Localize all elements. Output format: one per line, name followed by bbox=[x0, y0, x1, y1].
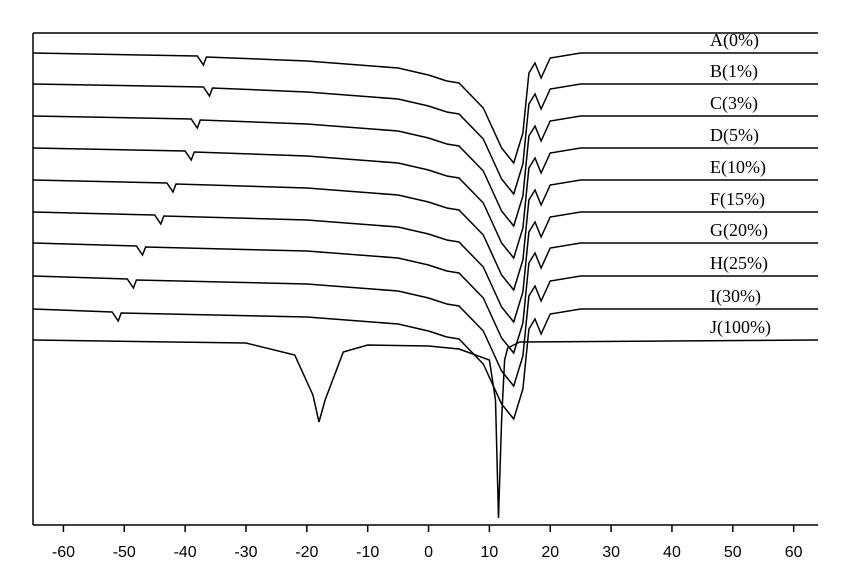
series-line bbox=[32, 211, 818, 324]
series-line bbox=[32, 147, 818, 260]
x-tick-label: 10 bbox=[480, 544, 498, 561]
x-tick-label: -40 bbox=[174, 544, 197, 561]
x-tick-label: 20 bbox=[541, 544, 559, 561]
series-label: F(15%) bbox=[710, 189, 765, 210]
series-label: D(5%) bbox=[710, 125, 759, 146]
x-tick-label: -10 bbox=[356, 544, 379, 561]
series-line bbox=[32, 52, 818, 165]
x-tick-label: 40 bbox=[663, 544, 681, 561]
x-tick-label: 0 bbox=[424, 544, 433, 561]
series-label: J(100%) bbox=[710, 317, 771, 338]
x-tick-label: -20 bbox=[295, 544, 318, 561]
series-label: B(1%) bbox=[710, 61, 758, 82]
series-line bbox=[32, 275, 818, 388]
series-line bbox=[32, 242, 818, 355]
x-tick-label: 30 bbox=[602, 544, 620, 561]
series-label: A(0%) bbox=[710, 30, 759, 51]
series-label: H(25%) bbox=[710, 253, 768, 274]
x-tick-label: -30 bbox=[234, 544, 257, 561]
series-line bbox=[32, 339, 819, 519]
series-label: E(10%) bbox=[710, 157, 766, 178]
series-label: I(30%) bbox=[710, 286, 761, 307]
series-line bbox=[32, 308, 818, 421]
x-tick-label: -60 bbox=[52, 544, 75, 561]
series-label: C(3%) bbox=[710, 93, 758, 114]
series-label: G(20%) bbox=[710, 220, 768, 241]
series-line bbox=[32, 115, 818, 228]
x-tick-label: -50 bbox=[113, 544, 136, 561]
series-line bbox=[32, 83, 818, 196]
x-tick-label: 60 bbox=[785, 544, 803, 561]
series-line bbox=[32, 179, 818, 292]
x-tick-label: 50 bbox=[724, 544, 742, 561]
